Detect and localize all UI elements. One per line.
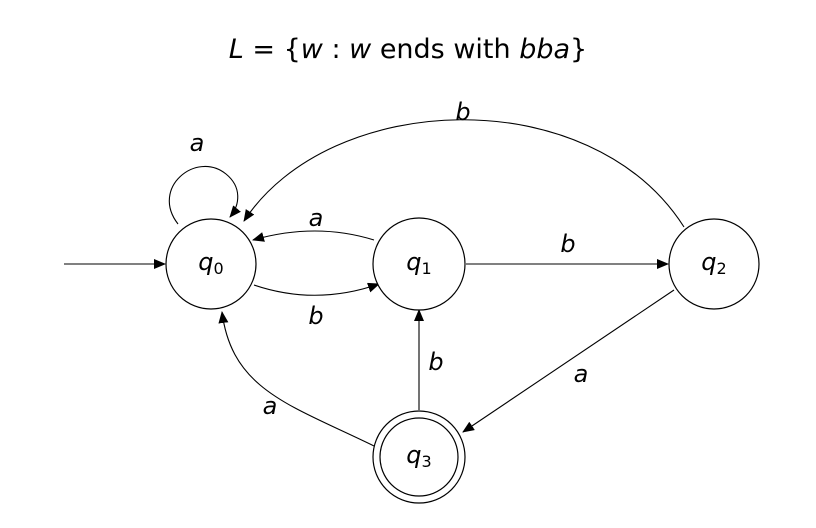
title-var2: w [349, 34, 372, 65]
edge-label-q1-q2: b [560, 230, 575, 258]
edge-label-q3-q0: a [263, 392, 278, 420]
title-var1: w [301, 34, 324, 65]
title-equals: = { [244, 34, 301, 65]
states: q0 q1 q2 q3 [165, 217, 760, 504]
edge-label-q1-q0: a [309, 204, 324, 232]
state-q2-circle [668, 218, 760, 310]
edge-q1-q0 [252, 230, 375, 242]
title-colon: : [323, 34, 349, 65]
edge-q3-q0 [218, 311, 375, 447]
edge-label-q0-q1: b [308, 302, 323, 330]
title-close: } [570, 34, 587, 65]
state-q3-label: q3 [406, 441, 431, 471]
title-prefix: L [229, 34, 244, 65]
state-q2: q2 [668, 218, 760, 310]
state-q1-circle [372, 217, 466, 311]
edge-q2-q0 [243, 119, 685, 228]
state-q0-label: q0 [198, 248, 223, 278]
edge-label-q0-q0: a [190, 129, 205, 157]
title-middle: ends with [371, 34, 519, 65]
edge-label-q3-q1: b [428, 348, 443, 376]
state-q0: q0 [165, 218, 257, 310]
state-q0-circle [165, 218, 257, 310]
state-q3: q3 [372, 410, 466, 504]
title-word: bba [519, 34, 570, 65]
edge-label-q2-q0: b [455, 98, 470, 126]
edge-q2-q3 [462, 289, 675, 433]
state-q3-inner-circle [379, 417, 459, 497]
edge-q0-q1 [253, 282, 380, 296]
edge-q0-q0 [168, 166, 241, 225]
state-q2-label: q2 [701, 248, 726, 278]
transitions: a a b b b a b a [64, 98, 685, 447]
state-q1: q1 [372, 217, 466, 311]
edge-label-q2-q3: a [574, 360, 589, 388]
diagram-title: L = {w : w ends with bba} [229, 34, 587, 65]
state-q1-label: q1 [406, 248, 431, 278]
